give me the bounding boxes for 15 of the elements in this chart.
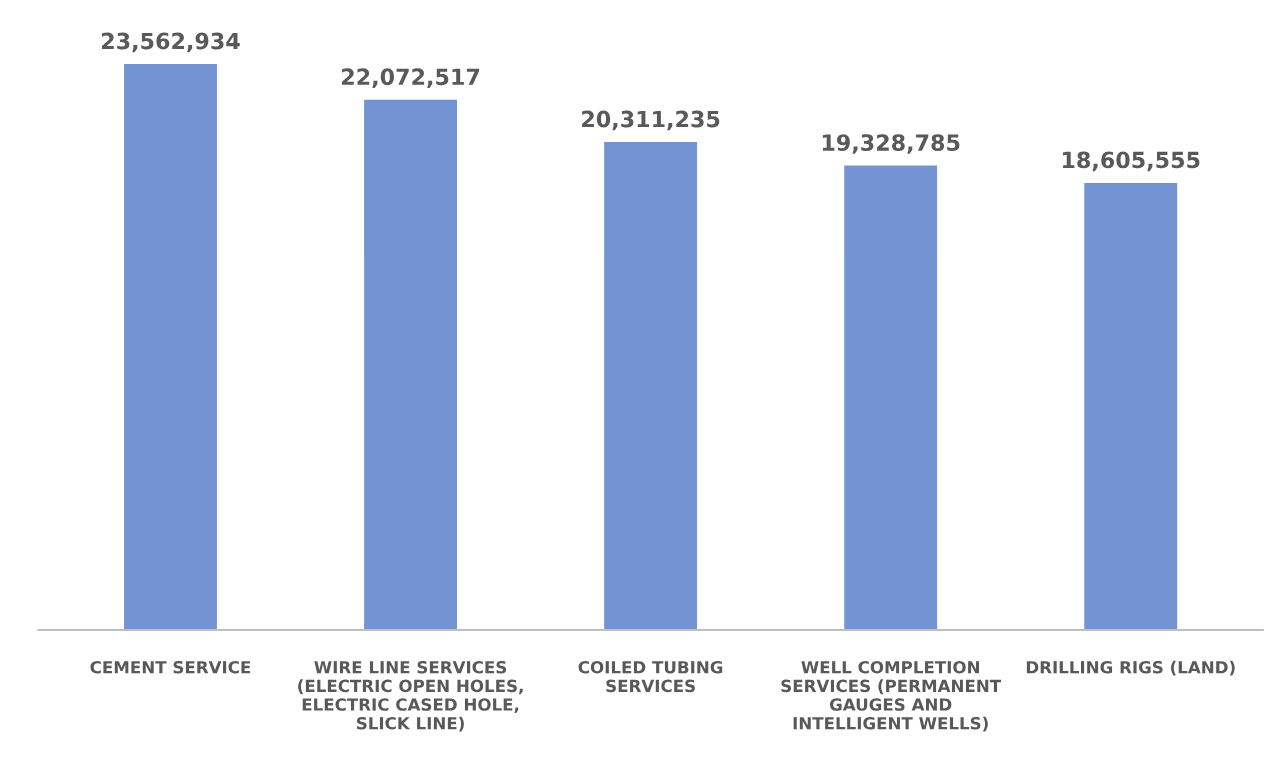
data-label: 23,562,934: [101, 32, 240, 53]
x-tick-label: WIRE LINE SERVICES (ELECTRIC OPEN HOLES, ELECTRIC CASED HOLE, SLICK LINE): [298, 660, 523, 732]
data-label: 20,311,235: [582, 110, 720, 131]
data-label: 19,328,785: [822, 134, 960, 154]
x-tick-label: COILED TUBING SERVICES: [578, 660, 723, 693]
bar: [364, 99, 458, 631]
bar: [124, 63, 217, 631]
bar: [1084, 182, 1178, 631]
x-tick-label: CEMENT SERVICE: [90, 660, 251, 674]
x-tick-label: DRILLING RIGS (LAND): [1026, 660, 1235, 676]
data-label: 18,605,555: [1062, 151, 1200, 172]
data-label: 22,072,517: [342, 68, 480, 88]
bar: [604, 141, 698, 631]
bar: [844, 165, 938, 631]
x-tick-label: WELL COMPLETION SERVICES (PERMANENT GAUGES AND INTELLIGENT WELLS): [781, 660, 1002, 732]
